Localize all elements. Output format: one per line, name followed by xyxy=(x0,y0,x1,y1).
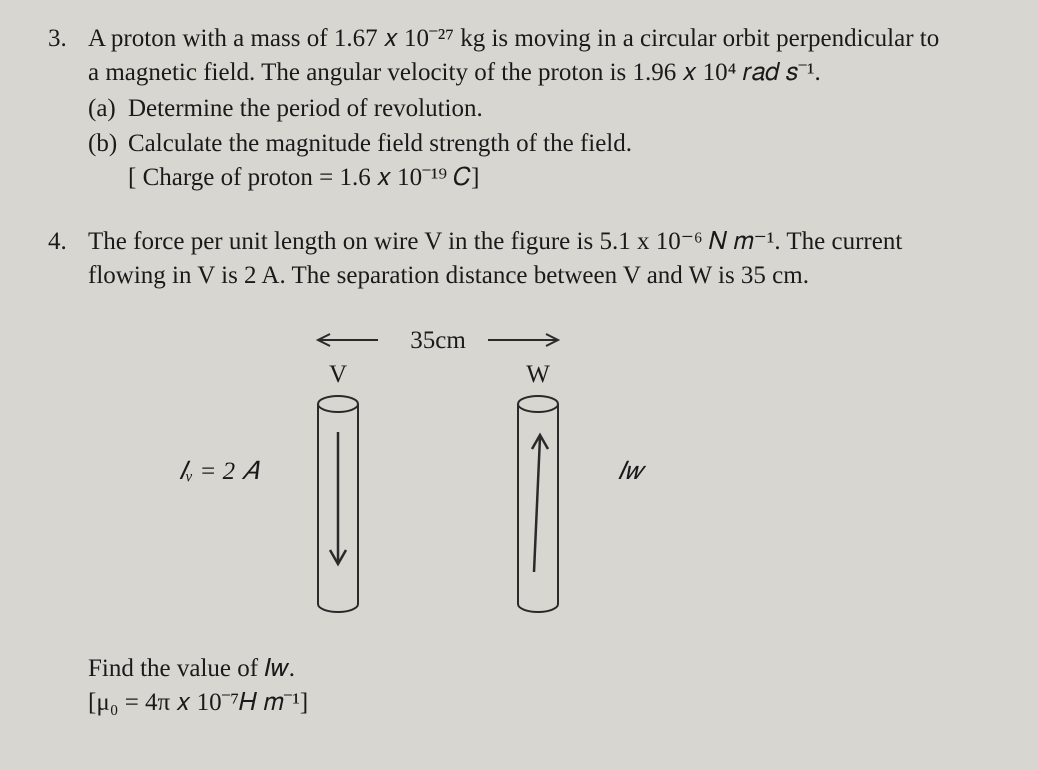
page: 3. A proton with a mass of 1.67 𝑥 10⁻²⁷ … xyxy=(0,0,1038,770)
figure: 𝐼ᵥ = 2 𝐴 35cm V W xyxy=(88,312,990,632)
q3-part-b: (b) Calculate the magnitude field streng… xyxy=(88,127,990,161)
wire-v-label: V xyxy=(329,361,347,388)
iv-label: 𝐼ᵥ = 2 𝐴 xyxy=(88,455,278,489)
q4-mu: [μ₀ = 4π 𝑥 10⁻⁷𝐻 𝑚⁻¹] xyxy=(88,686,990,720)
q3-body: A proton with a mass of 1.67 𝑥 10⁻²⁷ kg … xyxy=(88,22,990,195)
q3-a-label: (a) xyxy=(88,92,128,126)
wire-v xyxy=(318,396,358,612)
q4-body: The force per unit length on wire V in t… xyxy=(88,225,990,720)
q3-number: 3. xyxy=(48,22,88,195)
q3-stem-line1: A proton with a mass of 1.67 𝑥 10⁻²⁷ kg … xyxy=(88,22,990,56)
q3-part-a: (a) Determine the period of revolution. xyxy=(88,92,990,126)
q4-stem-line2: flowing in V is 2 A. The separation dist… xyxy=(88,259,990,293)
q4-stem-line1: The force per unit length on wire V in t… xyxy=(88,225,990,259)
q4-find: Find the value of 𝐼𝑤. xyxy=(88,652,990,686)
q3-b-label: (b) xyxy=(88,127,128,161)
q3-a-text: Determine the period of revolution. xyxy=(128,92,483,126)
q3-b-text: Calculate the magnitude field strength o… xyxy=(128,127,632,161)
q3-b-note: [ Charge of proton = 1.6 𝑥 10⁻¹⁹ 𝐶] xyxy=(88,161,990,195)
distance-text: 35cm xyxy=(410,327,466,354)
wires-diagram: 35cm V W xyxy=(278,312,598,632)
q3-stem-line2: a magnetic field. The angular velocity o… xyxy=(88,56,990,90)
q4-number: 4. xyxy=(48,225,88,720)
wire-w xyxy=(518,396,558,612)
wire-w-label: W xyxy=(526,361,550,388)
iw-label: 𝐼𝑤 xyxy=(598,455,642,489)
question-4: 4. The force per unit length on wire V i… xyxy=(48,225,990,720)
question-3: 3. A proton with a mass of 1.67 𝑥 10⁻²⁷ … xyxy=(48,22,990,195)
distance-indicator: 35cm xyxy=(318,327,558,354)
